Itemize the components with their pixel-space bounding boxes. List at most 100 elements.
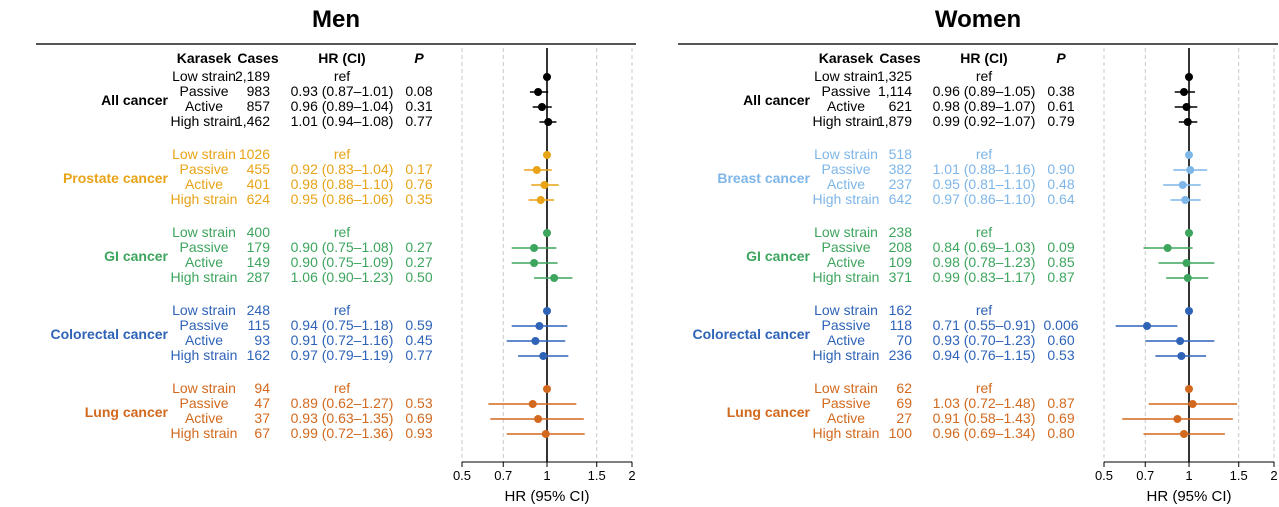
row-hr-ci: 0.90 (0.75–1.09): [290, 254, 394, 270]
hr-point: [1179, 430, 1188, 438]
hr-point: [530, 244, 539, 252]
row-cases: 115: [247, 317, 270, 333]
row-category: High strain: [170, 191, 238, 207]
x-tick-label: 1: [543, 468, 550, 483]
header-karasek: Karasek: [176, 50, 232, 66]
row-category: Low strain: [814, 146, 878, 162]
hr-point: [541, 430, 550, 438]
row-cases: 518: [888, 146, 912, 162]
row-cases: 621: [888, 98, 912, 114]
row-cases: 455: [246, 161, 270, 177]
hr-point: [1186, 166, 1195, 174]
row-hr-ci: 0.94 (0.75–1.18): [290, 317, 394, 333]
row-cases: 1,462: [234, 113, 270, 129]
row-cases: 624: [246, 191, 270, 207]
men-panel: Men Karasek Cases HR (CI) P 0.5 0.7 1 1.5 2 HR (9…: [36, 0, 636, 507]
group-label: GI cancer: [104, 247, 168, 264]
row-cases: 236: [888, 347, 912, 363]
row-hr-ci: ref: [975, 302, 993, 318]
row-category: High strain: [170, 269, 238, 285]
row-cases: 1,879: [876, 113, 912, 129]
row-category: Low strain: [172, 68, 236, 84]
row-hr-ci: 0.93 (0.63–1.35): [290, 410, 394, 426]
row-cases: 1026: [238, 146, 270, 162]
row-category: Active: [826, 410, 866, 426]
row-p-value: 0.59: [405, 317, 433, 333]
hr-point: [528, 400, 537, 408]
hr-point: [535, 322, 544, 330]
row-category: Low strain: [814, 380, 878, 396]
x-tick-label: 1.5: [588, 468, 606, 483]
row-hr-ci: 0.99 (0.92–1.07): [932, 113, 1036, 129]
row-hr-ci: 0.95 (0.81–1.10): [932, 176, 1036, 192]
hr-point: [530, 259, 539, 267]
x-axis-label: HR (95% CI): [504, 488, 590, 505]
row-p-value: 0.27: [405, 254, 433, 270]
hr-point: [539, 352, 548, 360]
row-cases: 179: [246, 239, 270, 255]
group-label: Colorectal cancer: [50, 325, 169, 342]
row-p-value: 0.76: [405, 176, 433, 192]
header-p: P: [414, 50, 424, 66]
group-label: All cancer: [101, 91, 168, 108]
row-hr-ci: 0.97 (0.79–1.19): [290, 347, 394, 363]
x-tick-label: 0.5: [1095, 468, 1113, 483]
group-label: Lung cancer: [84, 403, 168, 420]
row-cases: 238: [888, 224, 912, 240]
row-category: Passive: [179, 83, 229, 99]
row-category: Passive: [821, 395, 871, 411]
header-cases: Cases: [237, 50, 279, 66]
row-p-value: 0.60: [1047, 332, 1075, 348]
row-hr-ci: 0.92 (0.83–1.04): [290, 161, 394, 177]
hr-point: [1185, 73, 1193, 81]
header-p: P: [1056, 50, 1066, 66]
row-p-value: 0.87: [1047, 269, 1075, 285]
hr-point: [534, 88, 543, 96]
row-cases: 93: [254, 332, 270, 348]
hr-point: [536, 196, 545, 204]
hr-point: [543, 307, 551, 315]
row-category: Active: [826, 98, 866, 114]
row-hr-ci: 0.97 (0.86–1.10): [932, 191, 1036, 207]
row-p-value: 0.38: [1047, 83, 1075, 99]
row-category: Low strain: [814, 68, 878, 84]
hr-point: [543, 73, 551, 81]
header-hr: HR (CI): [318, 50, 366, 66]
row-cases: 27: [896, 410, 912, 426]
row-cases: 162: [246, 347, 270, 363]
row-category: High strain: [812, 269, 880, 285]
row-p-value: 0.79: [1047, 113, 1075, 129]
row-p-value: 0.61: [1047, 98, 1075, 114]
row-p-value: 0.45: [405, 332, 433, 348]
hr-point: [1185, 151, 1193, 159]
row-hr-ci: 0.96 (0.89–1.05): [932, 83, 1036, 99]
row-category: Active: [826, 254, 866, 270]
row-hr-ci: 0.84 (0.69–1.03): [932, 239, 1036, 255]
row-hr-ci: 0.90 (0.75–1.08): [290, 239, 394, 255]
row-hr-ci: 0.95 (0.86–1.06): [290, 191, 394, 207]
x-tick-label: 1.5: [1230, 468, 1248, 483]
row-hr-ci: 0.99 (0.72–1.36): [290, 425, 394, 441]
x-axis-label: HR (95% CI): [1146, 488, 1232, 505]
row-p-value: 0.64: [1047, 191, 1075, 207]
row-p-value: 0.77: [405, 113, 433, 129]
hr-point: [1176, 337, 1185, 345]
row-category: Active: [184, 176, 224, 192]
hr-point: [1177, 352, 1186, 360]
row-cases: 1,325: [876, 68, 912, 84]
row-p-value: 0.17: [405, 161, 433, 177]
x-tick-label: 0.7: [1136, 468, 1154, 483]
hr-point: [1179, 88, 1188, 96]
hr-point: [1185, 385, 1193, 393]
x-tick-label: 0.7: [494, 468, 512, 483]
row-hr-ci: ref: [975, 146, 993, 162]
row-hr-ci: 0.99 (0.83–1.17): [932, 269, 1036, 285]
row-cases: 382: [888, 161, 912, 177]
row-hr-ci: ref: [333, 146, 351, 162]
hr-point: [531, 337, 540, 345]
x-tick-label: 1: [1185, 468, 1192, 483]
row-cases: 149: [246, 254, 270, 270]
x-tick-label: 2: [628, 468, 635, 483]
row-category: Active: [184, 98, 224, 114]
row-category: Low strain: [172, 302, 236, 318]
